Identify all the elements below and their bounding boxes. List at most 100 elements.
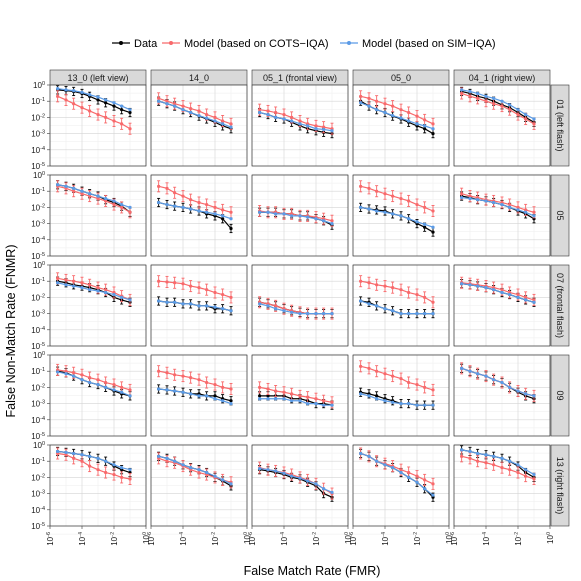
sim-series-point — [274, 397, 278, 401]
cots-series-point — [500, 466, 504, 470]
cots-series-point — [399, 288, 403, 292]
row-strip — [550, 264, 570, 347]
sim-series-point — [72, 374, 76, 378]
sim-series-point — [314, 402, 318, 406]
sim-series-point — [375, 459, 379, 463]
sim-series-point — [399, 214, 403, 218]
sim-series-point — [128, 468, 132, 472]
cots-series-point — [221, 208, 225, 212]
x-tick-label: 10-6 — [450, 532, 459, 546]
cots-series-point — [205, 380, 209, 385]
cots-series-point — [431, 122, 435, 126]
sim-series-point — [476, 91, 480, 96]
cots-series-point — [383, 372, 387, 376]
cots-series-point — [120, 205, 124, 209]
y-tick-label: 10-2 — [31, 473, 45, 482]
sim-series-point — [229, 125, 233, 129]
sim-series-point — [64, 88, 68, 92]
sim-series-point — [56, 281, 60, 285]
panel — [150, 264, 248, 355]
sim-series-point — [64, 184, 68, 188]
sim-series-point — [500, 380, 504, 385]
sim-series-point — [468, 89, 472, 94]
sim-series-point — [298, 214, 302, 218]
sim-series-point — [290, 474, 294, 478]
sim-series-point — [80, 189, 84, 193]
cots-series-point — [120, 122, 124, 126]
panel-border — [453, 84, 551, 167]
sim-series-point — [322, 403, 326, 407]
cots-series-point — [64, 453, 68, 457]
sim-series-point — [298, 476, 302, 480]
panel — [150, 84, 248, 175]
cots-series-point — [391, 194, 395, 198]
cots-series-point — [165, 371, 169, 375]
cots-series-point — [64, 369, 68, 373]
cots-series-line — [158, 97, 232, 125]
panel-border — [150, 264, 248, 347]
data-series-point — [375, 394, 379, 398]
legend-item-sim: Model (based on SIM−IQA) — [340, 38, 496, 50]
cots-series-point — [56, 276, 60, 280]
sim-series-point — [104, 459, 108, 463]
sim-series-point — [492, 96, 496, 100]
sim-series-point — [104, 98, 108, 102]
panel-border — [453, 354, 551, 437]
cots-series-point — [423, 118, 427, 122]
sim-series-point — [120, 104, 124, 108]
cots-series-line — [360, 95, 434, 125]
row-strip-label: 05 — [555, 210, 565, 220]
sim-series-point — [266, 397, 270, 401]
cots-series-point — [492, 102, 496, 106]
cots-series-point — [173, 102, 177, 106]
sim-series-point — [415, 403, 419, 407]
cots-series-point — [197, 470, 201, 475]
sim-series-point — [80, 453, 84, 457]
cots-series-point — [476, 459, 480, 463]
sim-series-point — [508, 103, 512, 107]
sim-series-point — [274, 307, 278, 311]
y-tick-label: 10-2 — [31, 383, 45, 392]
cots-series-point — [274, 304, 278, 308]
data-series-point — [431, 132, 435, 136]
y-tick-label: 10-4 — [31, 506, 45, 515]
sim-series-point — [476, 198, 480, 202]
y-tick-label: 10-1 — [31, 457, 45, 466]
panel-border — [453, 444, 551, 527]
sim-series-point — [213, 474, 217, 478]
y-tick-label: 100 — [33, 261, 45, 270]
sim-series-point — [532, 300, 536, 304]
sim-series-point — [306, 215, 310, 219]
sim-series-point — [375, 108, 379, 112]
row-strip-label: 09 — [555, 390, 565, 400]
panel-border — [352, 444, 450, 527]
panel-border — [150, 84, 248, 167]
cots-series-line — [360, 185, 434, 212]
cots-series-point — [80, 459, 84, 463]
sim-series-point — [407, 402, 411, 406]
cots-series-point — [468, 456, 472, 460]
sim-series-point — [516, 463, 520, 467]
cots-series-line — [461, 455, 535, 480]
x-tick-label: 100 — [445, 532, 454, 544]
cots-series-point — [120, 475, 124, 479]
cots-series-point — [266, 387, 270, 391]
sim-series-point — [213, 305, 217, 309]
sim-series-point — [375, 304, 379, 308]
sim-series-point — [258, 466, 262, 471]
data-series-point — [96, 98, 100, 102]
cots-series-line — [461, 282, 535, 301]
cots-series-point — [120, 385, 124, 389]
cots-series-point — [423, 385, 427, 389]
panel-border — [49, 444, 147, 527]
cots-series-point — [205, 112, 209, 117]
cots-series-point — [460, 454, 464, 458]
cots-series-point — [229, 122, 233, 126]
y-tick-label: 10-1 — [31, 187, 45, 196]
sim-series-point — [468, 449, 472, 454]
panel-border — [150, 444, 248, 527]
cots-series-point — [189, 106, 193, 111]
sim-series-point — [383, 210, 387, 214]
cots-series-point — [165, 280, 169, 284]
